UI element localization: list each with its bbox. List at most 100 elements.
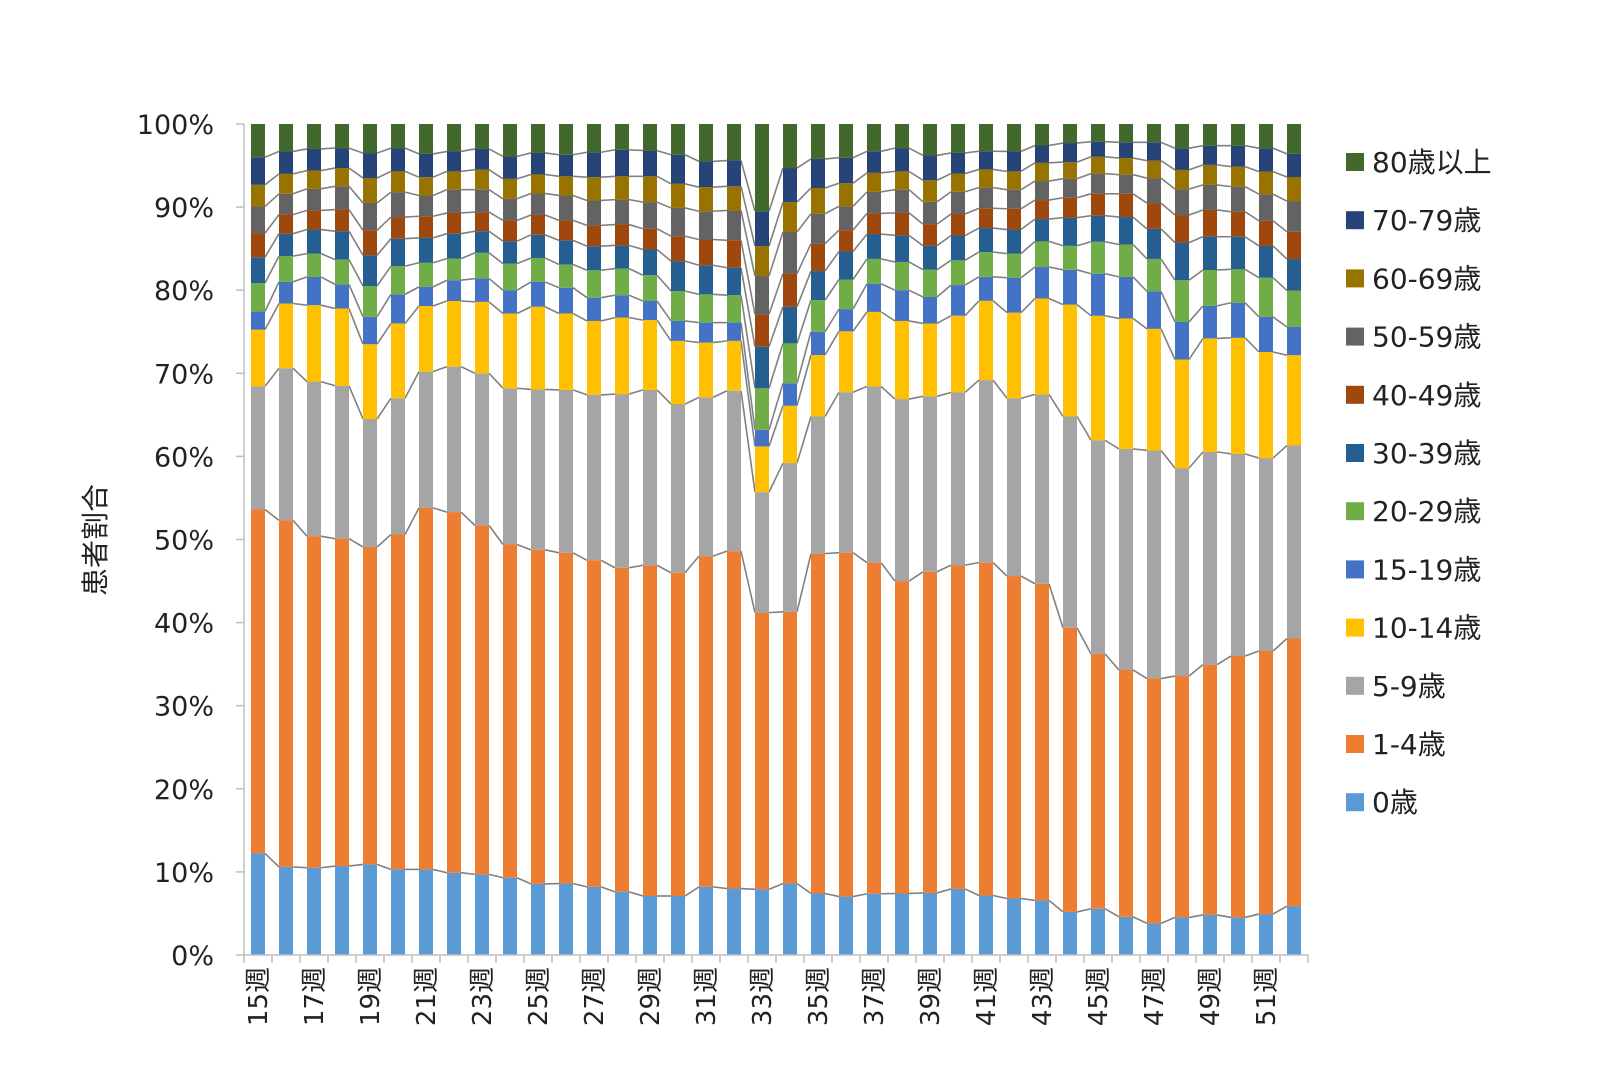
bar-segment (1035, 181, 1049, 200)
series-line (265, 194, 279, 207)
bar-segment (727, 124, 741, 161)
bar-segment (1007, 254, 1021, 278)
series-line (713, 161, 727, 162)
bar-segment (1147, 142, 1161, 160)
series-line (517, 388, 531, 389)
legend-label: 0歳 (1372, 786, 1418, 819)
series-line (657, 275, 671, 291)
bar-segment (755, 446, 769, 492)
legend-swatch (1346, 386, 1364, 404)
bar-segment (587, 270, 601, 297)
series-line (573, 152, 587, 155)
series-line (1021, 394, 1035, 398)
series-line (881, 171, 895, 172)
series-line (1077, 909, 1091, 912)
bar-segment (475, 170, 489, 190)
series-line (937, 153, 951, 156)
bar-segment (951, 260, 965, 285)
bar-segment (1231, 237, 1245, 270)
bar-segment (307, 254, 321, 277)
series-line (993, 169, 1007, 171)
series-line (545, 215, 559, 220)
series-connector-lines (265, 142, 1287, 924)
bar-segment (475, 874, 489, 955)
bar-segment (503, 220, 517, 241)
series-line (769, 343, 783, 388)
bar-segment (587, 246, 601, 270)
legend-swatch (1346, 735, 1364, 753)
bar-segment (335, 148, 349, 168)
series-line (657, 320, 671, 341)
bar-segment (279, 256, 293, 282)
bar-segment (1203, 665, 1217, 915)
bar-segment (335, 386, 349, 539)
series-line (321, 866, 335, 868)
bar-segment (503, 156, 517, 178)
bar-segment (979, 124, 993, 151)
series-line (433, 151, 447, 154)
series-line (349, 148, 363, 153)
bar-segment (475, 279, 489, 302)
series-line (433, 234, 447, 238)
series-line (1189, 165, 1203, 170)
series-line (1105, 216, 1119, 217)
series-line (1161, 450, 1175, 468)
bar-segment (1259, 317, 1273, 352)
bar-segment (307, 189, 321, 211)
series-line (293, 171, 307, 174)
bar-segment (727, 240, 741, 267)
bar-segment (307, 868, 321, 955)
bar-segment (1231, 146, 1245, 167)
series-line (1021, 267, 1035, 278)
bar-segment (279, 174, 293, 194)
series-line (321, 210, 335, 211)
y-axis-label: 患者割合 (79, 484, 112, 596)
series-line (1021, 146, 1035, 152)
bar-segment (503, 264, 517, 291)
bar-segment (1035, 146, 1049, 163)
bar-segment (279, 215, 293, 234)
bar-segment (839, 206, 853, 230)
bar-segment (1007, 398, 1021, 576)
bar-segment (335, 231, 349, 259)
bar-segment (979, 301, 993, 380)
bar-segment (811, 188, 825, 214)
bar-segment (1063, 305, 1077, 417)
bar-segment (727, 295, 741, 322)
bar-segment (475, 190, 489, 212)
series-line (685, 321, 699, 323)
series-line (1273, 278, 1287, 291)
bar-segment (1119, 124, 1133, 142)
bar-segment (811, 300, 825, 332)
bar-segment (391, 148, 405, 171)
series-line (573, 390, 587, 395)
series-line (433, 367, 447, 372)
series-line (1217, 165, 1231, 167)
bar-segment (643, 176, 657, 202)
bar-segment (531, 389, 545, 549)
bar-segment (559, 155, 573, 177)
series-line (321, 305, 335, 308)
bar-segment (979, 169, 993, 187)
series-line (1245, 269, 1259, 277)
bar-segment (1063, 198, 1077, 218)
series-line (1161, 142, 1175, 148)
series-line (265, 234, 279, 258)
bar-segment (1147, 229, 1161, 259)
series-line (965, 301, 979, 316)
bar-segment (755, 276, 769, 314)
x-tick-label: 37週 (860, 967, 890, 1026)
y-tick-label: 0% (171, 941, 214, 972)
series-line (769, 463, 783, 492)
series-line (517, 878, 531, 884)
bar-segment (727, 268, 741, 295)
series-line (461, 367, 475, 374)
bar-segment (1175, 280, 1189, 322)
series-line (1273, 317, 1287, 327)
bar-segment (1091, 157, 1105, 174)
series-line (1217, 656, 1231, 665)
series-line (1245, 146, 1259, 149)
bar-segment (1063, 218, 1077, 246)
series-line (1049, 900, 1063, 911)
